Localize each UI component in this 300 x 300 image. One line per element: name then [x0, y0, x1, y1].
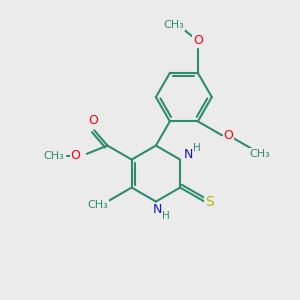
Text: CH₃: CH₃ [163, 20, 184, 30]
Text: H: H [193, 143, 201, 153]
Text: O: O [70, 149, 80, 162]
Text: N: N [184, 148, 193, 161]
Text: N: N [153, 203, 162, 216]
Text: H: H [162, 211, 170, 221]
Text: O: O [224, 129, 233, 142]
Text: CH₃: CH₃ [249, 149, 270, 159]
Text: CH₃: CH₃ [88, 200, 108, 210]
Text: CH₃: CH₃ [44, 151, 64, 160]
Text: O: O [89, 114, 98, 127]
Text: S: S [205, 194, 214, 208]
Text: O: O [193, 34, 203, 47]
